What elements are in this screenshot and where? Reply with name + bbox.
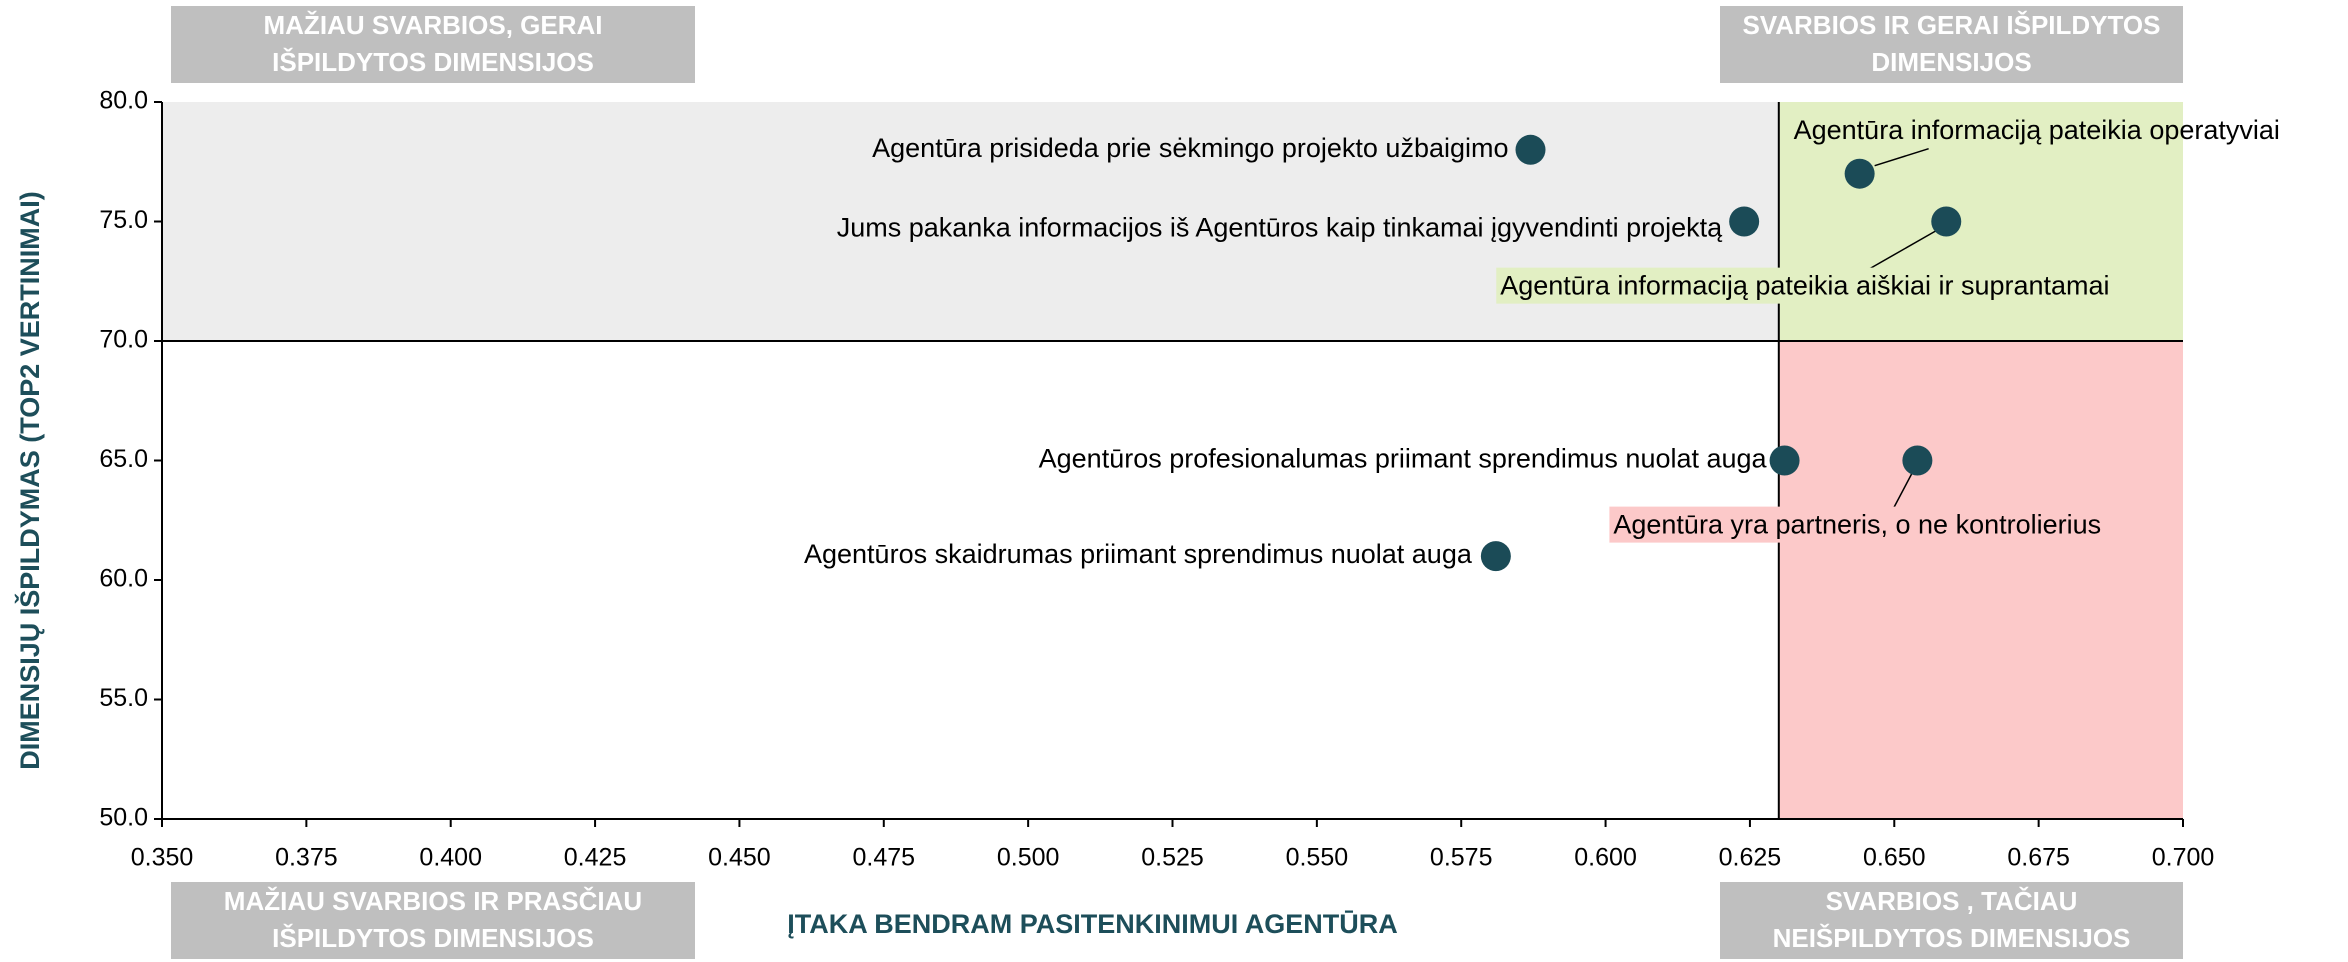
quadrant-label: MAŽIAU SVARBIOS IR PRASČIAU <box>224 886 642 916</box>
x-tick-label: 0.675 <box>2007 844 2070 872</box>
point <box>1480 541 1511 572</box>
point <box>1729 206 1760 237</box>
point <box>1769 445 1800 476</box>
x-tick-label: 0.600 <box>1574 844 1637 872</box>
point-label-group: Agentūra informaciją pateikia aiškiai ir… <box>1496 267 2114 304</box>
quadrant-label: NEIŠPILDYTOS DIMENSIJOS <box>1773 923 2131 953</box>
quadrant-bottom-right <box>1778 341 2183 819</box>
x-tick-label: 0.450 <box>708 844 771 872</box>
y-axis-label: DIMENSIJŲ IŠPILDYMAS (TOP2 VERTINIMAI) <box>14 191 45 770</box>
y-tick-label: 60.0 <box>99 565 148 593</box>
x-tick-label: 0.475 <box>853 844 916 872</box>
point-label-bg <box>1609 506 2106 543</box>
point-label: Agentūros profesionalumas priimant spren… <box>1039 444 1768 474</box>
point <box>1931 206 1962 237</box>
point-label-group: Agentūra informaciją pateikia operatyvia… <box>1794 115 2280 145</box>
x-tick-label: 0.375 <box>275 844 338 872</box>
quadrant-label-box <box>171 6 695 83</box>
quadrant-label-box <box>1720 882 2183 959</box>
y-tick-label: 65.0 <box>99 445 148 473</box>
leader-line <box>1867 228 1939 271</box>
quadrant-bottom-left <box>162 341 1779 819</box>
quadrant-label: DIMENSIJOS <box>1871 47 2031 77</box>
point-label-group: Agentūra prisideda prie sėkmingo projekt… <box>872 133 1508 163</box>
point-label-group: Agentūros profesionalumas priimant spren… <box>1039 444 1768 474</box>
point-label: Agentūra informaciją pateikia aiškiai ir… <box>1500 271 2109 301</box>
x-tick-label: 0.400 <box>419 844 482 872</box>
quadrant-label: MAŽIAU SVARBIOS, GERAI <box>264 10 603 40</box>
point-label-group: Agentūra yra partneris, o ne kontrolieri… <box>1609 506 2106 543</box>
point <box>1515 134 1546 165</box>
y-tick-label: 75.0 <box>99 206 148 234</box>
x-tick-label: 0.425 <box>564 844 627 872</box>
point-label: Agentūra yra partneris, o ne kontrolieri… <box>1613 510 2101 540</box>
point-label: Jums pakanka informacijos iš Agentūros k… <box>837 213 1723 243</box>
point <box>1844 158 1875 189</box>
x-tick-label: 0.500 <box>997 844 1060 872</box>
point-label: Agentūra prisideda prie sėkmingo projekt… <box>872 133 1508 163</box>
quadrant-label: SVARBIOS IR GERAI IŠPILDYTOS <box>1743 10 2161 40</box>
x-tick-label: 0.575 <box>1430 844 1493 872</box>
y-tick-label: 70.0 <box>99 326 148 354</box>
x-axis-label: ĮTAKA BENDRAM PASITENKINIMUI AGENTŪRA <box>787 909 1397 939</box>
point-label-group: Jums pakanka informacijos iš Agentūros k… <box>837 213 1723 243</box>
x-tick-label: 0.650 <box>1863 844 1926 872</box>
point-label-bg <box>1496 267 2114 304</box>
quadrant-label-box <box>171 882 695 959</box>
quadrant-label-box <box>1720 6 2183 83</box>
point <box>1902 445 1933 476</box>
point-label-group: Agentūros skaidrumas priimant sprendimus… <box>804 539 1473 569</box>
leader-line <box>1892 472 1914 509</box>
x-tick-label: 0.550 <box>1286 844 1349 872</box>
x-tick-label: 0.625 <box>1719 844 1782 872</box>
y-tick-label: 50.0 <box>99 804 148 832</box>
point-label: Agentūros skaidrumas priimant sprendimus… <box>804 539 1473 569</box>
leader-line <box>1874 147 1929 167</box>
x-tick-label: 0.700 <box>2152 844 2215 872</box>
y-tick-label: 80.0 <box>99 87 148 115</box>
point-label: Agentūra informaciją pateikia operatyvia… <box>1794 115 2280 145</box>
quadrant-label: IŠPILDYTOS DIMENSIJOS <box>272 923 594 953</box>
y-tick-label: 55.0 <box>99 684 148 712</box>
quadrant-label: IŠPILDYTOS DIMENSIJOS <box>272 47 594 77</box>
quadrant-label: SVARBIOS , TAČIAU <box>1826 886 2078 916</box>
x-tick-label: 0.525 <box>1141 844 1204 872</box>
x-tick-label: 0.350 <box>131 844 194 872</box>
